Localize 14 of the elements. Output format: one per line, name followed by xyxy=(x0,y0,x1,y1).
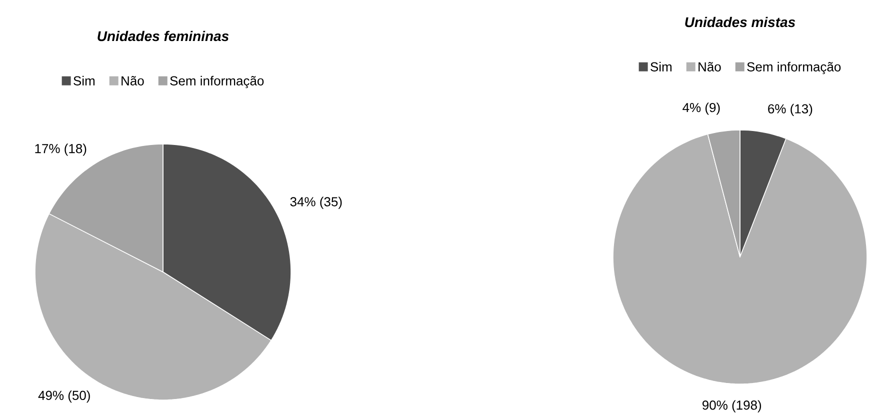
data-label: 49% (50) xyxy=(38,390,90,403)
legend-label: Sem informação xyxy=(747,62,841,74)
data-label: 4% (9) xyxy=(682,102,720,115)
legend-label: Não xyxy=(122,76,144,86)
data-label: 90% (198) xyxy=(702,400,762,412)
data-label: 17% (18) xyxy=(35,144,86,156)
data-label: 34% (35) xyxy=(290,196,342,209)
legend-label: Sem informação xyxy=(170,76,264,88)
data-label: 6% (13) xyxy=(768,104,812,116)
legend-label: Não xyxy=(698,62,721,72)
legend-label: Sim xyxy=(650,62,672,72)
chart-title: Unidades femininas xyxy=(98,30,229,42)
legend-label: Sim xyxy=(74,76,95,86)
chart-title: Unidades mistas xyxy=(685,16,796,28)
